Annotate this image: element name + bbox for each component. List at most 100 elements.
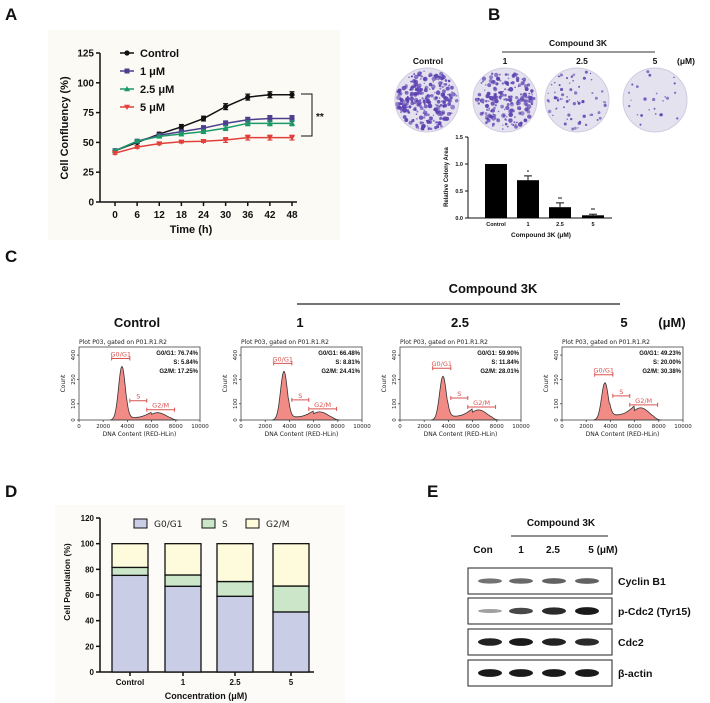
colony (490, 101, 495, 106)
colony (438, 81, 443, 86)
colony (432, 119, 435, 122)
y-tick-label: 250 (554, 374, 560, 385)
colony (596, 119, 599, 121)
y-tick-label: 400 (233, 349, 239, 360)
band (509, 578, 533, 584)
phase-stat: S: 11.84% (491, 360, 519, 366)
blot-1: p-Cdc2 (Tyr15) (467, 597, 691, 625)
colony (433, 74, 435, 76)
bar-Control (485, 164, 507, 218)
y-tick-label: 0.0 (455, 216, 463, 222)
colony (665, 96, 670, 100)
colony (441, 92, 446, 97)
colony (559, 73, 563, 77)
gate-label: S (457, 390, 461, 398)
colony (572, 79, 575, 82)
colony (440, 100, 443, 103)
colony (570, 75, 574, 78)
flow-histogram-1: Plot P03, gated on P01.R1.R2 G0/G1: 66.48… (222, 339, 371, 438)
colony (631, 83, 634, 86)
band (542, 578, 566, 584)
colony (429, 104, 431, 106)
condition-label: 2.5 (451, 315, 469, 330)
x-tick-label: 6000 (145, 424, 159, 430)
y-axis-label: Count (60, 374, 67, 392)
colony (491, 116, 496, 121)
colony (423, 70, 425, 72)
x-tick-label: Control (116, 678, 144, 687)
band (575, 607, 599, 615)
colony (444, 85, 446, 87)
colony (449, 96, 453, 100)
gate-label: S (619, 388, 623, 396)
legend-label: 1 μM (140, 66, 165, 78)
y-tick-label: 0 (90, 668, 95, 677)
data-point (245, 117, 251, 123)
colony (491, 122, 495, 126)
colony (426, 125, 429, 127)
colony (434, 91, 436, 94)
x-tick-label: 0 (112, 210, 118, 221)
colony (506, 103, 510, 106)
colony (674, 91, 677, 94)
colony (528, 96, 533, 101)
colony (553, 81, 556, 84)
bar-segment-G2/M (111, 543, 149, 569)
colony (508, 112, 513, 118)
data-point (289, 116, 295, 122)
colony (546, 99, 550, 102)
colony (409, 96, 414, 102)
colony (676, 117, 679, 120)
colony (482, 102, 485, 104)
colony (432, 114, 435, 116)
data-point (178, 124, 184, 130)
y-tick-label: 20 (85, 642, 94, 651)
gate-label: G2/M (473, 399, 490, 407)
colony (437, 79, 439, 81)
colony (443, 83, 445, 85)
colony (431, 76, 436, 82)
flow-histogram-0: Plot P03, gated on P01.R1.R2 G0/G1: 76.74… (60, 339, 209, 438)
panel-b: Compound 3K Control 1 2.5 5 (μM) 0.0 0.5 1.0 1.5 C… (394, 38, 695, 239)
colony (422, 76, 428, 82)
plot-frame (240, 346, 363, 421)
y-tick-label: 25 (83, 168, 95, 179)
condition-label: Control (114, 315, 160, 330)
lane-label: 1 (518, 545, 524, 556)
band (575, 578, 599, 584)
histogram-area (271, 370, 341, 421)
band (542, 638, 566, 646)
legend-label: G2/M (266, 520, 290, 530)
colony (582, 76, 586, 80)
colony (410, 75, 413, 78)
colony (447, 98, 452, 103)
bar-segment-G2/M (272, 543, 310, 587)
significance-label: * (527, 170, 529, 176)
colony (552, 114, 554, 117)
histogram-area (592, 382, 662, 421)
colony (419, 102, 421, 105)
colony (514, 124, 518, 129)
colony (444, 96, 449, 102)
x-axis-label: Concentration (μM) (165, 691, 248, 701)
colony (530, 89, 534, 93)
colony (437, 121, 442, 126)
colony (427, 100, 432, 105)
protein-label: β-actin (618, 668, 652, 680)
colony (481, 76, 487, 81)
colony (594, 96, 598, 100)
colony (584, 70, 588, 74)
band (478, 669, 502, 677)
y-tick-label: 50 (83, 138, 95, 149)
colony (488, 78, 494, 84)
colony (584, 123, 588, 127)
lane-label: 5 (μM) (588, 545, 617, 556)
x-tick-label: 4000 (603, 424, 617, 430)
gate-label: G2/M (635, 397, 652, 405)
y-axis-label: Cell Population (%) (62, 543, 72, 621)
legend-swatch (201, 518, 216, 529)
colony (659, 113, 662, 117)
colony (563, 106, 566, 109)
colony (516, 121, 518, 124)
panel-c: Compound 3K Control 1 2.5 5 (μM) Plot P03, gat… (60, 281, 692, 438)
